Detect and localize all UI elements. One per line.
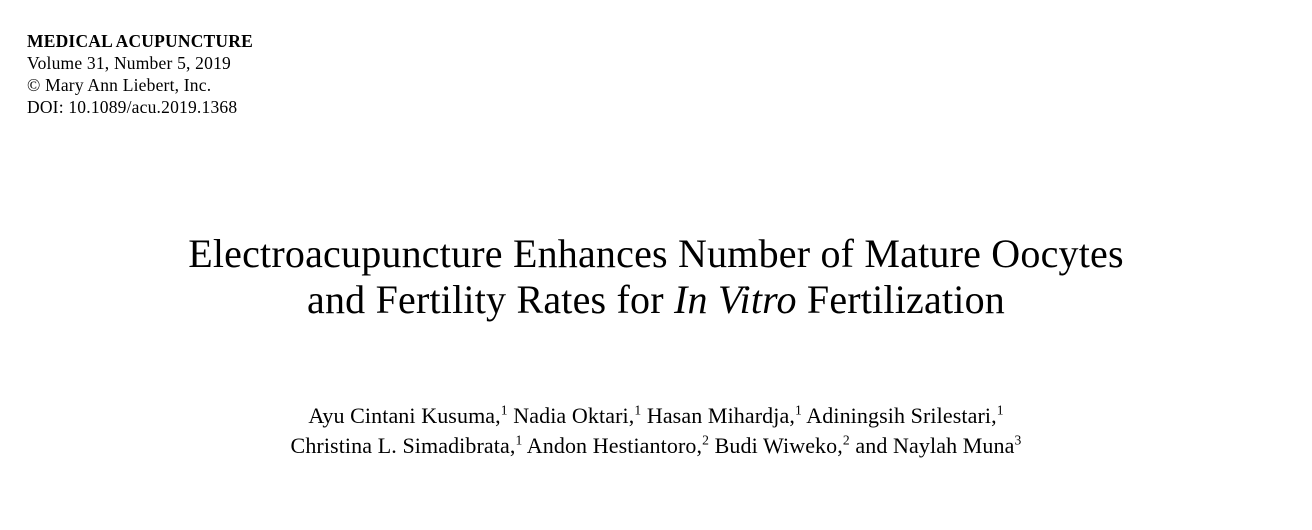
journal-name: MEDICAL ACUPUNCTURE	[27, 31, 253, 51]
affiliation-superscript: 3	[1014, 432, 1022, 448]
author-name: Adiningsih Srilestari,	[801, 403, 997, 428]
affiliation-superscript: 1	[794, 402, 802, 418]
author-name: Christina L. Simadibrata,	[290, 433, 516, 458]
affiliation-superscript: 1	[500, 402, 508, 418]
affiliation-superscript: 1	[996, 402, 1004, 418]
article-title-line1: Electroacupuncture Enhances Number of Ma…	[188, 231, 1124, 276]
author-line-1: Ayu Cintani Kusuma,1 Nadia Oktari,1 Hasa…	[0, 401, 1312, 431]
article-title-line2: and Fertility Rates for In Vitro Fertili…	[0, 277, 1312, 323]
affiliation-superscript: 2	[702, 432, 710, 448]
author-name: Budi Wiweko,	[709, 433, 843, 458]
journal-copyright-line: © Mary Ann Liebert, Inc.	[27, 75, 212, 95]
affiliation-superscript: 1	[634, 402, 642, 418]
author-name: Ayu Cintani Kusuma,	[308, 403, 501, 428]
article-title-line2-suffix: Fertilization	[796, 277, 1005, 322]
article-title-line2-prefix: and Fertility Rates for	[307, 277, 674, 322]
author-list: Ayu Cintani Kusuma,1 Nadia Oktari,1 Hasa…	[0, 401, 1312, 461]
article-title: Electroacupuncture Enhances Number of Ma…	[0, 231, 1312, 323]
journal-header: MEDICAL ACUPUNCTURE Volume 31, Number 5,…	[27, 30, 253, 118]
author-name: Nadia Oktari,	[507, 403, 635, 428]
author-name: Andon Hestiantoro,	[522, 433, 703, 458]
author-name: and Naylah Muna	[849, 433, 1015, 458]
journal-volume-line: Volume 31, Number 5, 2019	[27, 53, 231, 73]
affiliation-superscript: 2	[842, 432, 850, 448]
author-line-2: Christina L. Simadibrata,1 Andon Hestian…	[0, 431, 1312, 461]
article-title-line2-italic: In Vitro	[673, 277, 797, 322]
author-name: Hasan Mihardja,	[641, 403, 795, 428]
journal-doi-line: DOI: 10.1089/acu.2019.1368	[27, 97, 238, 117]
affiliation-superscript: 1	[515, 432, 523, 448]
